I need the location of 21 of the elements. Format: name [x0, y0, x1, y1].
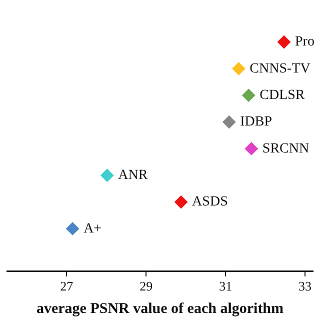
x-tick-label: 31: [219, 278, 232, 294]
x-tick-label: 27: [60, 278, 74, 294]
point: [232, 62, 246, 76]
y-tick-label: ANR: [118, 168, 148, 184]
point: [242, 88, 256, 102]
y-tick-label: IDBP: [240, 114, 272, 130]
x-axis-title: average PSNR value of each algorithm: [36, 300, 284, 317]
x-tick-label: 29: [140, 278, 153, 294]
x-tick-label: 33: [298, 278, 312, 294]
y-tick-label: CDLSR: [260, 88, 306, 104]
point: [174, 196, 188, 209]
y-tick-label: A+: [84, 221, 102, 236]
y-tick-label: CNNS-TV: [250, 61, 310, 76]
y-tick-label: SRCNN: [262, 141, 310, 156]
y-tick-label: Pro: [294, 34, 314, 50]
point: [66, 222, 80, 236]
point: [100, 168, 114, 182]
point: [277, 36, 290, 49]
point: [244, 142, 258, 156]
y-tick-label: ASDS: [192, 194, 228, 210]
point: [222, 116, 236, 129]
